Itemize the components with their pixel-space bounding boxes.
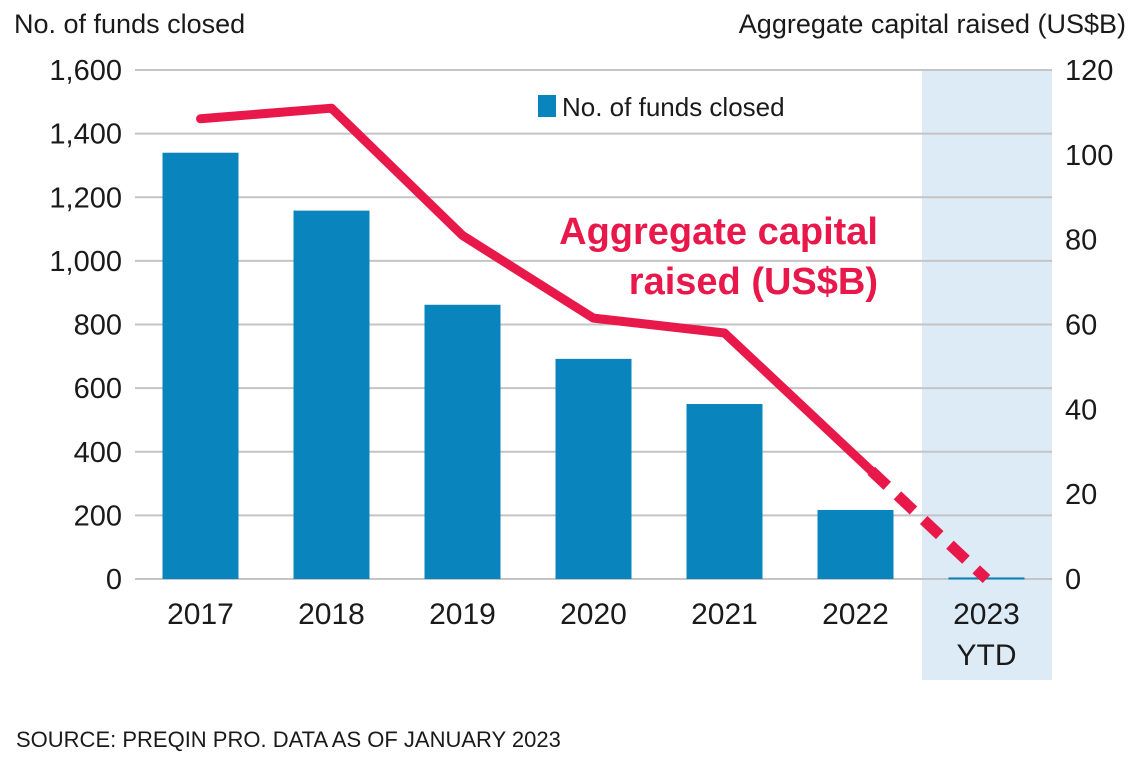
source-note: SOURCE: PREQIN PRO. DATA AS OF JANUARY 2… bbox=[16, 727, 561, 752]
x-tick-label: 2019 bbox=[429, 598, 496, 631]
bar-2019 bbox=[424, 304, 501, 579]
right-axis-label: Aggregate capital raised (US$B) bbox=[739, 9, 1126, 39]
left-tick-label: 800 bbox=[74, 310, 122, 342]
x-tick-label: 2022 bbox=[822, 598, 889, 631]
right-tick-label: 0 bbox=[1065, 564, 1081, 596]
legend-label-funds: No. of funds closed bbox=[562, 92, 785, 122]
left-tick-label: 1,600 bbox=[49, 55, 122, 87]
bar-2021 bbox=[686, 404, 763, 579]
right-tick-label: 60 bbox=[1065, 310, 1097, 342]
line-annotation: Aggregate capital bbox=[559, 211, 878, 253]
bar-2022 bbox=[817, 509, 894, 579]
x-tick-label: 2017 bbox=[167, 598, 234, 631]
bar-2017 bbox=[162, 152, 239, 579]
x-tick-label: 2021 bbox=[691, 598, 758, 631]
left-tick-label: 200 bbox=[74, 500, 122, 532]
x-tick-label: 2023 bbox=[953, 598, 1020, 631]
bar-2018 bbox=[293, 210, 370, 579]
x-tick-label: 2020 bbox=[560, 598, 627, 631]
right-tick-label: 120 bbox=[1065, 55, 1113, 87]
x-tick-label: YTD bbox=[957, 639, 1017, 672]
left-tick-label: 1,400 bbox=[49, 119, 122, 151]
right-tick-label: 80 bbox=[1065, 225, 1097, 257]
left-axis-label: No. of funds closed bbox=[14, 9, 245, 39]
left-tick-label: 1,000 bbox=[49, 246, 122, 278]
left-tick-label: 400 bbox=[74, 437, 122, 469]
right-tick-label: 40 bbox=[1065, 394, 1097, 426]
right-tick-label: 100 bbox=[1065, 140, 1113, 172]
left-tick-label: 1,200 bbox=[49, 182, 122, 214]
bar-2020 bbox=[555, 358, 632, 579]
legend-swatch-funds bbox=[538, 95, 556, 117]
highlight-band-2023-ytd bbox=[922, 70, 1052, 680]
capital-line-dashed bbox=[867, 466, 991, 584]
x-tick-label: 2018 bbox=[298, 598, 365, 631]
left-tick-label: 600 bbox=[74, 373, 122, 405]
right-tick-label: 20 bbox=[1065, 479, 1097, 511]
left-tick-label: 0 bbox=[106, 564, 122, 596]
line-annotation: raised (US$B) bbox=[629, 261, 878, 303]
